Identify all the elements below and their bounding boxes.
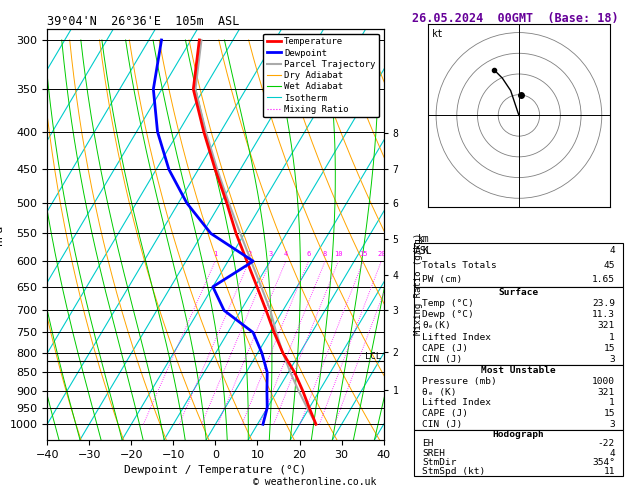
Text: SREH: SREH (422, 449, 445, 458)
Text: Totals Totals: Totals Totals (422, 260, 497, 270)
Legend: Temperature, Dewpoint, Parcel Trajectory, Dry Adiabat, Wet Adiabat, Isotherm, Mi: Temperature, Dewpoint, Parcel Trajectory… (264, 34, 379, 118)
Text: 6: 6 (306, 251, 311, 257)
Text: 354°: 354° (592, 458, 615, 467)
Text: 3: 3 (268, 251, 272, 257)
Bar (414, 243, 623, 287)
Text: 15: 15 (603, 409, 615, 418)
Text: Temp (°C): Temp (°C) (422, 299, 474, 308)
Text: 8: 8 (323, 251, 327, 257)
Text: 20: 20 (377, 251, 386, 257)
Text: 39°04'N  26°36'E  105m  ASL: 39°04'N 26°36'E 105m ASL (47, 15, 240, 28)
Bar (414, 287, 623, 365)
Text: 11: 11 (603, 467, 615, 476)
Text: Mixing Ratio (g/kg): Mixing Ratio (g/kg) (414, 233, 423, 335)
Text: 4: 4 (610, 246, 615, 255)
Text: Pressure (mb): Pressure (mb) (422, 377, 497, 386)
Text: 321: 321 (598, 321, 615, 330)
Text: CIN (J): CIN (J) (422, 355, 462, 364)
Text: K: K (422, 246, 428, 255)
Text: StmSpd (kt): StmSpd (kt) (422, 467, 486, 476)
Text: LCL: LCL (365, 352, 382, 361)
Text: 1: 1 (610, 332, 615, 342)
Text: 4: 4 (284, 251, 288, 257)
Text: 23.9: 23.9 (592, 299, 615, 308)
Text: EH: EH (422, 439, 434, 448)
Text: 3: 3 (610, 355, 615, 364)
Text: kt: kt (432, 29, 443, 39)
Text: 15: 15 (603, 344, 615, 353)
Y-axis label: km
ASL: km ASL (415, 235, 432, 256)
Text: PW (cm): PW (cm) (422, 275, 462, 284)
Text: 11.3: 11.3 (592, 310, 615, 319)
Text: 15: 15 (359, 251, 367, 257)
Text: Dewp (°C): Dewp (°C) (422, 310, 474, 319)
Text: StmDir: StmDir (422, 458, 457, 467)
Text: 45: 45 (603, 260, 615, 270)
Text: θₑ(K): θₑ(K) (422, 321, 451, 330)
Bar (414, 365, 623, 430)
Text: CIN (J): CIN (J) (422, 420, 462, 429)
Text: Most Unstable: Most Unstable (481, 366, 556, 375)
Text: 1000: 1000 (592, 377, 615, 386)
Text: 10: 10 (334, 251, 343, 257)
Text: 26.05.2024  00GMT  (Base: 18): 26.05.2024 00GMT (Base: 18) (412, 12, 618, 25)
Text: 321: 321 (598, 387, 615, 397)
Text: 1.65: 1.65 (592, 275, 615, 284)
Text: 1: 1 (610, 399, 615, 407)
Text: Lifted Index: Lifted Index (422, 399, 491, 407)
Text: CAPE (J): CAPE (J) (422, 409, 468, 418)
X-axis label: Dewpoint / Temperature (°C): Dewpoint / Temperature (°C) (125, 465, 306, 475)
Text: 4: 4 (610, 449, 615, 458)
Text: Lifted Index: Lifted Index (422, 332, 491, 342)
Text: -22: -22 (598, 439, 615, 448)
Text: Hodograph: Hodograph (493, 430, 545, 439)
Text: © weatheronline.co.uk: © weatheronline.co.uk (253, 477, 376, 486)
Text: 2: 2 (247, 251, 252, 257)
Text: 3: 3 (610, 420, 615, 429)
Bar (414, 430, 623, 476)
Y-axis label: hPa: hPa (0, 225, 4, 244)
Text: CAPE (J): CAPE (J) (422, 344, 468, 353)
Text: θₑ (K): θₑ (K) (422, 387, 457, 397)
Text: 1: 1 (213, 251, 217, 257)
Text: Surface: Surface (499, 288, 538, 297)
